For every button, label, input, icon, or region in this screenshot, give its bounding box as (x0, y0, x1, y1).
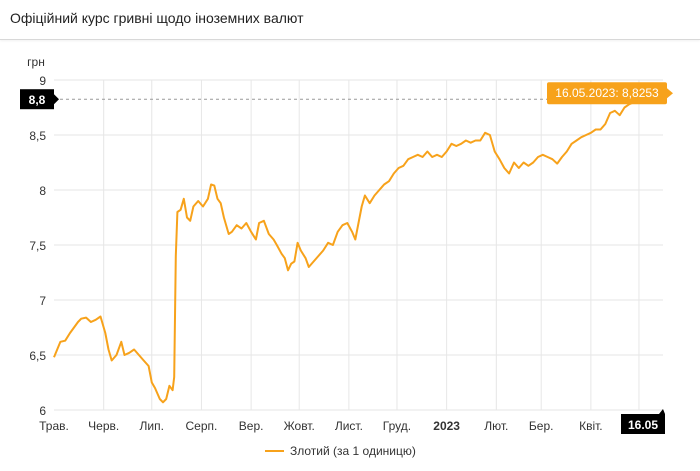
line-chart[interactable]: 6 6,5 7 7,5 8 8,5 9 Трав. Черв. Лип. Серп. Вер. Жовт… (0, 40, 700, 466)
y-tick-label: 7,5 (29, 239, 46, 253)
x-tick-label: Груд. (383, 419, 411, 433)
chart-container[interactable]: 6 6,5 7 7,5 8 8,5 9 Трав. Черв. Лип. Серп. Вер. Жовт… (0, 40, 700, 466)
x-tick-label: Жовт. (284, 419, 315, 433)
tooltip-text: 16.05.2023: 8,8253 (555, 86, 659, 100)
x-tick-label: 2023 (433, 419, 460, 433)
tooltip-box (547, 82, 667, 105)
crosshair-y-label-pointer (54, 94, 59, 105)
y-tick-label: 8 (39, 184, 46, 198)
x-tick-label: Серп. (186, 419, 218, 433)
x-tick-label: Трав. (39, 419, 69, 433)
legend-label: Злотий (за 1 одиницю) (290, 444, 416, 458)
crosshair-y-label: 8,8 (29, 93, 46, 107)
y-tick-label: 9 (39, 74, 46, 88)
crosshair-y-label-bg (20, 89, 54, 110)
y-axis-label: грн (27, 55, 45, 69)
series-line[interactable] (53, 97, 664, 404)
crosshair-x-label: 16.05 (628, 418, 658, 432)
x-tick-label: Вер. (239, 419, 264, 433)
y-tick-label: 7 (39, 294, 46, 308)
y-tick-label: 8,5 (29, 129, 46, 143)
x-tick-label: Бер. (529, 419, 554, 433)
page-title: Офіційний курс гривні щодо іноземних вал… (10, 10, 304, 26)
crosshair-x-label-bg (621, 414, 665, 434)
crosshair-x-label-pointer (659, 409, 665, 414)
x-tick-label: Черв. (88, 419, 119, 433)
y-tick-label: 6 (39, 404, 46, 418)
title-bar: Офіційний курс гривні щодо іноземних вал… (0, 0, 700, 40)
x-tick-label: Лют. (484, 419, 508, 433)
y-tick-label: 6,5 (29, 349, 46, 363)
x-tick-label: Лист. (335, 419, 363, 433)
x-tick-label: Лип. (140, 419, 164, 433)
tooltip-pointer (667, 88, 673, 99)
x-tick-label: Квіт. (579, 419, 603, 433)
